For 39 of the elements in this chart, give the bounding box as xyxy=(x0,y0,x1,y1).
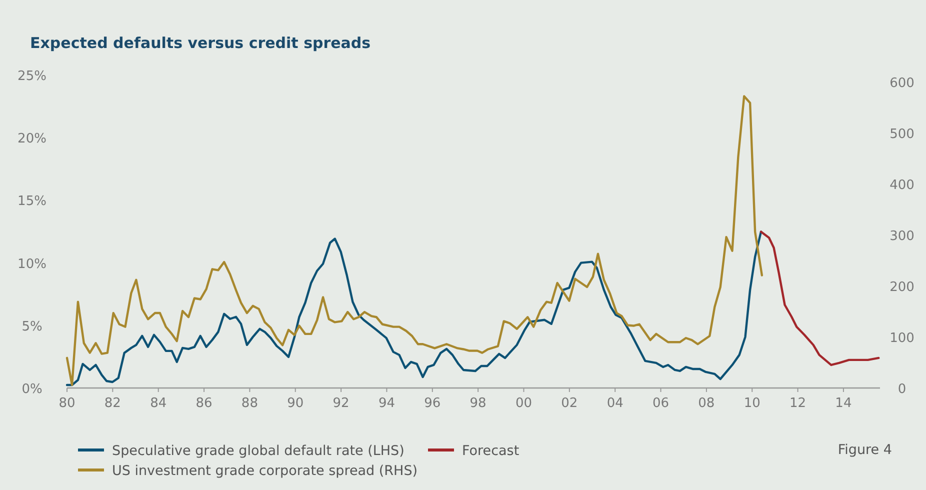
line-series xyxy=(760,230,880,366)
y-tick-label: 15% xyxy=(18,194,46,210)
x-tick-label: 08 xyxy=(698,396,715,411)
line-series xyxy=(66,95,764,386)
y2-tick-label: 100 xyxy=(890,331,914,346)
y-tick-label: 20% xyxy=(18,132,46,147)
x-tick-label: 04 xyxy=(606,396,624,411)
x-tick-label: 86 xyxy=(196,396,212,411)
x-tick-label: 14 xyxy=(835,396,852,411)
y-tick-label: 25% xyxy=(18,69,46,84)
y2-tick-label: 500 xyxy=(890,127,914,142)
x-tick-label: 94 xyxy=(378,396,395,411)
y-tick-label: 0% xyxy=(22,382,42,397)
y2-tick-label: 0 xyxy=(898,382,906,397)
legend-label: Speculative grade global default rate (LHS) xyxy=(112,443,404,459)
x-tick-label: 82 xyxy=(104,396,121,411)
x-tick-label: 02 xyxy=(561,396,578,411)
x-tick-label: 98 xyxy=(470,396,486,411)
legend-label: US investment grade corporate spread (RHS) xyxy=(112,463,418,479)
x-tick-label: 88 xyxy=(241,396,258,411)
line-series xyxy=(66,230,762,386)
caption: Figure 4 xyxy=(838,442,892,458)
y2-tick-label: 600 xyxy=(890,76,914,91)
x-tick-label: 96 xyxy=(424,396,441,411)
x-tick-label: 10 xyxy=(744,396,760,411)
x-tick-label: 80 xyxy=(58,396,76,411)
x-tick-label: 12 xyxy=(790,396,806,411)
x-tick-label: 84 xyxy=(150,396,167,411)
x-tick-label: 90 xyxy=(287,396,304,411)
x-tick-label: 92 xyxy=(332,396,350,411)
y2-tick-label: 300 xyxy=(890,229,914,244)
y-tick-label: 10% xyxy=(18,256,46,272)
y-tick-label: 5% xyxy=(22,319,42,334)
chart-title: Expected defaults versus credit spreads xyxy=(30,34,371,52)
y2-tick-label: 200 xyxy=(890,280,914,295)
legend-label: Forecast xyxy=(462,443,520,459)
x-tick-label: 06 xyxy=(652,396,670,411)
x-tick-label: 00 xyxy=(515,396,532,411)
y2-tick-label: 400 xyxy=(890,178,914,193)
